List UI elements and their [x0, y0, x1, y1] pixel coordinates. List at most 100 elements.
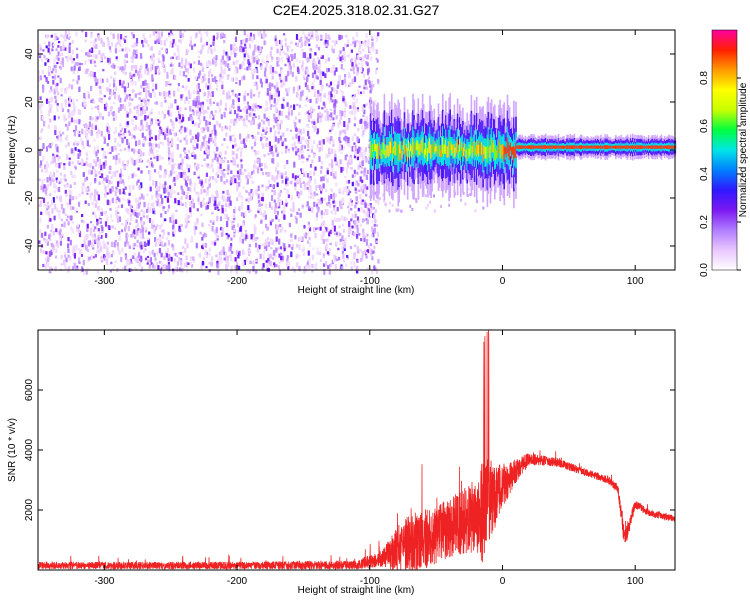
heatmap-cell: [133, 229, 136, 235]
heatmap-cell: [107, 87, 110, 92]
heatmap-cell: [277, 265, 281, 270]
heatmap-cell: [179, 70, 182, 76]
heatmap-cell: [159, 234, 162, 237]
heatmap-cell: [265, 223, 268, 229]
heatmap-cell: [363, 126, 366, 132]
heatmap-cell: [105, 102, 108, 108]
heatmap-cell: [115, 160, 118, 166]
heatmap-cell: [232, 227, 236, 233]
heatmap-cell: [245, 124, 248, 128]
heatmap-cell: [78, 62, 81, 66]
heatmap-cell: [221, 55, 224, 60]
heatmap-cell: [266, 54, 269, 60]
heatmap-cell: [46, 177, 49, 183]
heatmap-cell: [93, 40, 96, 45]
heatmap-cell: [274, 38, 277, 42]
heatmap-cell: [207, 78, 210, 84]
heatmap-cell: [350, 57, 354, 63]
heatmap-cell: [140, 255, 143, 262]
heatmap-cell: [309, 53, 312, 59]
heatmap-cell: [356, 224, 359, 230]
heatmap-cell: [365, 103, 368, 106]
heatmap-cell: [86, 137, 89, 141]
heatmap-cell: [248, 269, 251, 274]
heatmap-cell: [366, 116, 369, 122]
heatmap-cell: [193, 43, 196, 47]
heatmap-cell: [87, 240, 90, 247]
heatmap-cell: [212, 114, 215, 120]
heatmap-cell: [365, 61, 368, 65]
heatmap-cell: [109, 147, 112, 150]
heatmap-cell: [258, 157, 261, 164]
heatmap-cell: [203, 202, 206, 205]
heatmap-cell: [83, 162, 86, 166]
heatmap-cell: [306, 262, 309, 265]
heatmap-cell: [288, 222, 291, 228]
heatmap-cell: [234, 52, 237, 58]
heatmap-cell: [226, 189, 229, 196]
heatmap-cell: [114, 239, 117, 242]
heatmap-cell: [92, 247, 95, 250]
heatmap-cell: [112, 117, 116, 120]
heatmap-cell: [342, 241, 345, 247]
heatmap-cell: [360, 41, 363, 44]
heatmap-cell: [311, 72, 315, 78]
heatmap-cell: [187, 156, 190, 160]
heatmap-cell: [261, 59, 264, 63]
heatmap-cell: [165, 91, 168, 97]
heatmap-cell: [211, 225, 214, 232]
heatmap-cell: [181, 94, 184, 98]
heatmap-cell: [146, 193, 149, 196]
heatmap-cell: [298, 193, 301, 198]
heatmap-cell: [349, 156, 352, 162]
heatmap-cell: [121, 229, 124, 233]
heatmap-cell: [132, 34, 135, 39]
heatmap-cell: [149, 207, 152, 213]
heatmap-cell: [166, 198, 170, 203]
heatmap-cell: [146, 262, 149, 265]
heatmap-cell: [343, 56, 346, 62]
heatmap-cell: [137, 73, 141, 79]
heatmap-cell: [148, 152, 151, 156]
heatmap-cell: [181, 114, 184, 117]
heatmap-cell: [230, 44, 233, 51]
heatmap-cell: [68, 161, 71, 166]
heatmap-cell: [303, 34, 306, 39]
heatmap-cell: [347, 205, 350, 209]
heatmap-cell: [267, 180, 271, 184]
heatmap-cell: [334, 217, 337, 221]
heatmap-cell: [87, 130, 91, 134]
heatmap-cell: [69, 184, 72, 189]
heatmap-cell: [142, 44, 145, 48]
heatmap-cell: [40, 197, 43, 201]
heatmap-cell: [71, 206, 74, 209]
heatmap-cell: [280, 252, 283, 256]
heatmap-cell: [259, 211, 262, 215]
heatmap-cell: [285, 183, 288, 187]
heatmap-cell: [100, 100, 103, 104]
heatmap-cell: [269, 255, 272, 259]
heatmap-cell: [359, 50, 362, 55]
heatmap-cell: [347, 159, 350, 163]
heatmap-cell: [284, 138, 287, 142]
heatmap-cell: [334, 256, 337, 260]
heatmap-cell: [268, 259, 271, 263]
heatmap-cell: [133, 135, 136, 140]
heatmap-cell: [326, 139, 330, 143]
heatmap-cell: [253, 107, 256, 112]
heatmap-cell: [251, 108, 254, 111]
heatmap-cell: [139, 128, 142, 132]
heatmap-cell: [120, 135, 123, 138]
heatmap-cell: [290, 233, 293, 238]
heatmap-cell: [53, 57, 57, 60]
heatmap-cell: [223, 251, 226, 256]
heatmap-cell: [204, 242, 207, 248]
heatmap-cell: [351, 181, 354, 187]
heatmap-cell: [240, 63, 243, 69]
heatmap-cell: [277, 56, 280, 63]
heatmap-cell: [291, 49, 294, 52]
heatmap-cell: [238, 146, 241, 150]
heatmap-cell: [38, 75, 41, 82]
heatmap-cell: [68, 44, 71, 47]
